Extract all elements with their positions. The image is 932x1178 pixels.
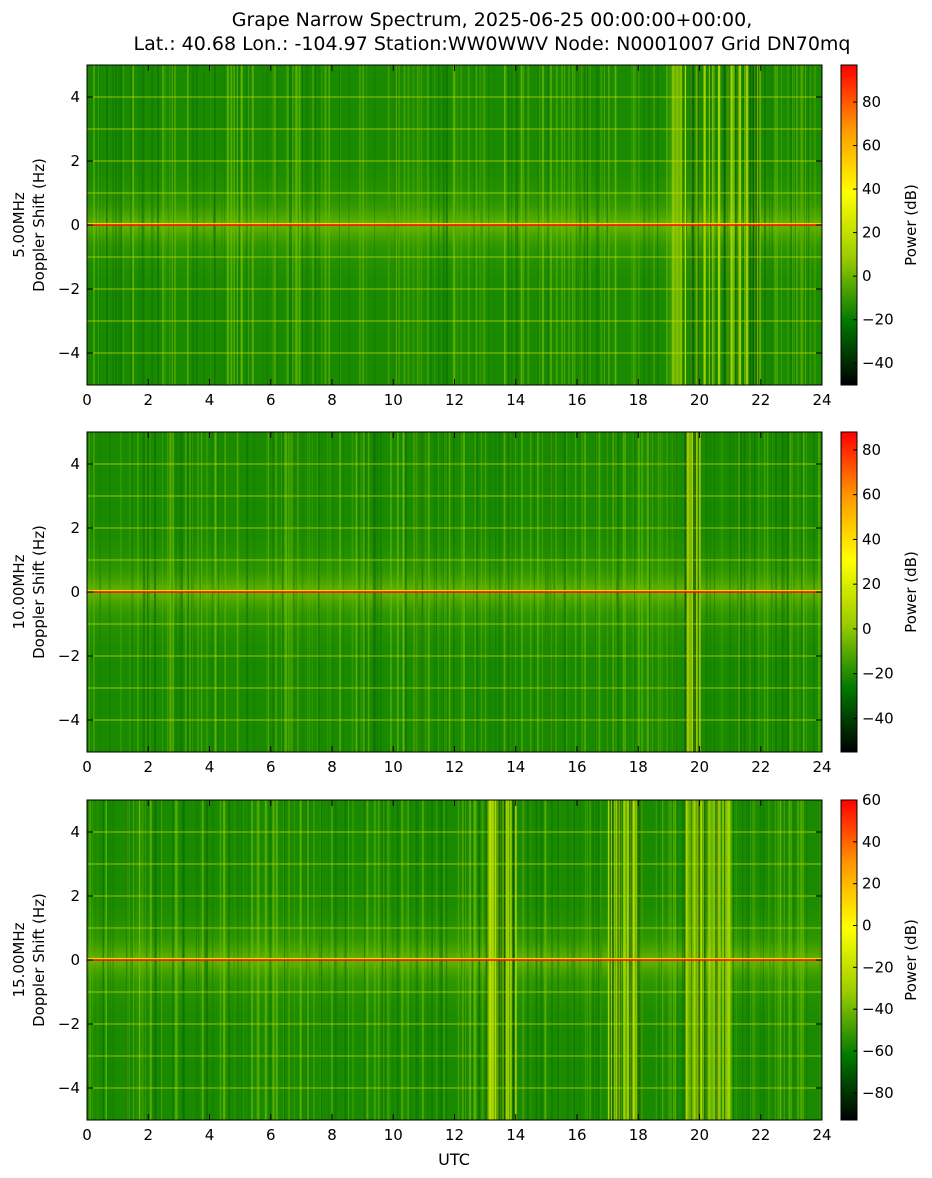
colorbar-tick-label: −20: [862, 311, 894, 329]
colorbar-label: Power (dB): [902, 919, 920, 1001]
figure-title-line2: Lat.: 40.68 Lon.: -104.97 Station:WW0WWV…: [134, 33, 851, 55]
x-tick-label: 22: [751, 758, 770, 776]
y-tick-label: 2: [70, 519, 80, 537]
x-tick-label: 14: [506, 391, 525, 409]
colorbar-label: Power (dB): [902, 551, 920, 633]
x-tick-label: 16: [567, 1126, 586, 1144]
colorbar: [840, 431, 858, 753]
colorbar-tick-label: −40: [862, 709, 894, 727]
x-tick-label: 24: [812, 1126, 831, 1144]
heatmap-area: [87, 800, 822, 1120]
x-tick-label: 20: [690, 758, 709, 776]
colorbar-tick-label: 60: [862, 791, 881, 809]
x-tick-label: 18: [629, 758, 648, 776]
x-tick-label: 12: [445, 391, 464, 409]
colorbar-tick-label: 80: [862, 441, 881, 459]
x-tick-label: 6: [266, 1126, 276, 1144]
colorbar-tick-label: 40: [862, 180, 881, 198]
colorbar-tick-label: 40: [862, 530, 881, 548]
x-tick-label: 0: [82, 758, 92, 776]
y-tick-label: −2: [58, 280, 80, 298]
y-tick-label: 4: [70, 455, 80, 473]
colorbar-tick-label: 0: [862, 620, 872, 638]
y-tick-label: −2: [58, 647, 80, 665]
x-tick-label: 24: [812, 758, 831, 776]
colorbar-tick-label: 80: [862, 93, 881, 111]
x-tick-label: 8: [327, 1126, 337, 1144]
x-tick-label: 20: [690, 1126, 709, 1144]
colorbar-tick-label: −40: [862, 1000, 894, 1018]
x-tick-label: 20: [690, 391, 709, 409]
x-tick-label: 22: [751, 1126, 770, 1144]
colorbar-tick-label: −20: [862, 958, 894, 976]
colorbar-tick-label: 40: [862, 833, 881, 851]
x-tick-label: 0: [82, 1126, 92, 1144]
x-tick-label: 24: [812, 391, 831, 409]
colorbar-tick-label: 20: [862, 875, 881, 893]
colorbar-tick-label: 60: [862, 486, 881, 504]
x-tick-label: 10: [384, 758, 403, 776]
x-axis-label: UTC: [438, 1150, 470, 1169]
x-tick-label: 10: [384, 1126, 403, 1144]
heatmap-area: [87, 432, 822, 752]
y-tick-label: −2: [58, 1015, 80, 1033]
x-tick-label: 18: [629, 1126, 648, 1144]
x-tick-label: 12: [445, 758, 464, 776]
x-tick-label: 14: [506, 758, 525, 776]
y-tick-label: 0: [70, 216, 80, 234]
x-tick-label: 16: [567, 391, 586, 409]
colorbar: [840, 799, 858, 1121]
y-tick-label: −4: [58, 1079, 80, 1097]
x-tick-label: 14: [506, 1126, 525, 1144]
x-tick-label: 2: [143, 758, 153, 776]
colorbar-tick-label: −20: [862, 665, 894, 683]
x-tick-label: 16: [567, 758, 586, 776]
colorbar-tick-label: −60: [862, 1042, 894, 1060]
y-tick-label: 4: [70, 823, 80, 841]
colorbar-tick-label: −40: [862, 354, 894, 372]
y-axis-label-doppler: Doppler Shift (Hz): [30, 525, 48, 659]
figure-title-line1: Grape Narrow Spectrum, 2025-06-25 00:00:…: [232, 9, 753, 31]
colorbar-tick-label: 20: [862, 224, 881, 242]
x-tick-label: 8: [327, 391, 337, 409]
colorbar-tick-label: 0: [862, 916, 872, 934]
x-tick-label: 6: [266, 758, 276, 776]
y-axis-label-doppler: Doppler Shift (Hz): [30, 893, 48, 1027]
x-tick-label: 6: [266, 391, 276, 409]
x-tick-label: 22: [751, 391, 770, 409]
x-tick-label: 8: [327, 758, 337, 776]
x-tick-label: 4: [205, 391, 215, 409]
y-axis-label-freq: 15.00MHz: [10, 922, 28, 997]
x-tick-label: 18: [629, 391, 648, 409]
x-tick-label: 4: [205, 758, 215, 776]
y-tick-label: −4: [58, 711, 80, 729]
colorbar-label: Power (dB): [902, 184, 920, 266]
y-axis-label-freq: 10.00MHz: [10, 554, 28, 629]
y-tick-label: 2: [70, 887, 80, 905]
y-axis-label-doppler: Doppler Shift (Hz): [30, 158, 48, 292]
x-tick-label: 2: [143, 1126, 153, 1144]
x-tick-label: 12: [445, 1126, 464, 1144]
x-tick-label: 4: [205, 1126, 215, 1144]
colorbar-tick-label: 0: [862, 267, 872, 285]
y-axis-label-freq: 5.00MHz: [10, 192, 28, 258]
colorbar-tick-label: 20: [862, 575, 881, 593]
y-tick-label: 4: [70, 88, 80, 106]
x-tick-label: 2: [143, 391, 153, 409]
y-tick-label: 0: [70, 951, 80, 969]
colorbar: [840, 64, 858, 386]
y-tick-label: −4: [58, 344, 80, 362]
heatmap-area: [87, 65, 822, 385]
colorbar-tick-label: 60: [862, 137, 881, 155]
y-tick-label: 2: [70, 152, 80, 170]
colorbar-tick-label: −80: [862, 1084, 894, 1102]
x-tick-label: 0: [82, 391, 92, 409]
x-tick-label: 10: [384, 391, 403, 409]
y-tick-label: 0: [70, 583, 80, 601]
